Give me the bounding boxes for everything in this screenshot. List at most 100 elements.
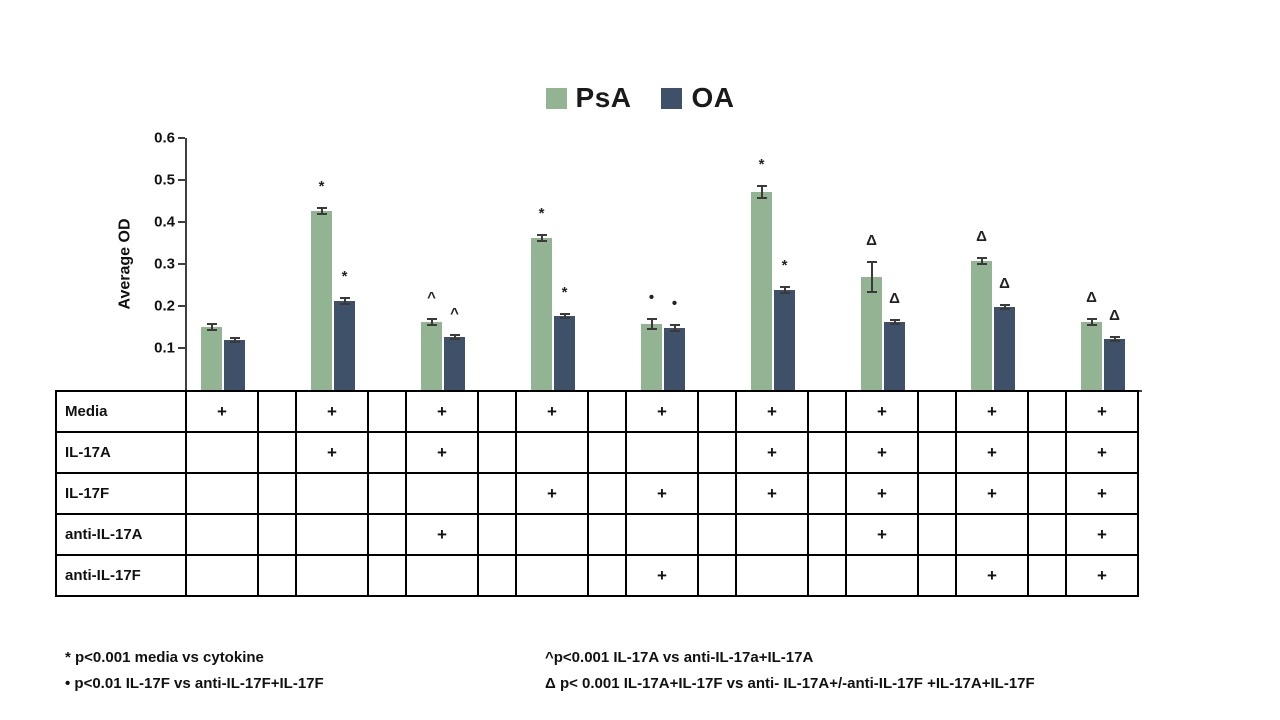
error-bar xyxy=(650,319,653,329)
condition-spacer-cell xyxy=(697,513,737,556)
bar-psa xyxy=(311,211,332,390)
condition-spacer-cell xyxy=(367,554,407,597)
bar-group-1 xyxy=(200,323,246,390)
bar-slot-oa: ^ xyxy=(444,305,465,390)
condition-spacer-cell xyxy=(587,390,627,433)
condition-spacer-cell xyxy=(917,472,957,515)
bar-slot-psa: Δ xyxy=(861,232,882,390)
condition-row-il-17f: IL-17F + + + + + + xyxy=(55,472,1139,515)
bar-oa xyxy=(774,290,795,390)
condition-cell xyxy=(185,554,259,597)
condition-spacer-cell xyxy=(587,554,627,597)
footnote-media-vs-cytokine: * p<0.001 media vs cytokine xyxy=(65,649,264,666)
condition-row-label: Media xyxy=(55,390,187,433)
condition-cell: + xyxy=(955,554,1029,597)
error-bar-cap-bottom xyxy=(449,338,460,340)
bar-oa xyxy=(664,328,685,390)
condition-cell: + xyxy=(1065,554,1139,597)
condition-row-media: Media + + + + + + + + + xyxy=(55,390,1139,433)
condition-spacer-cell xyxy=(1027,472,1067,515)
bar-slot-psa: Δ xyxy=(1081,289,1102,390)
significance-marker: • xyxy=(648,289,655,306)
error-bar-cap-top xyxy=(669,324,680,326)
condition-spacer-cell xyxy=(807,390,847,433)
bar-slot-psa xyxy=(201,323,222,390)
y-axis-title-text: Average OD xyxy=(116,218,133,310)
condition-cell: + xyxy=(405,431,479,474)
condition-cell: + xyxy=(405,513,479,556)
bar-slot-oa: * xyxy=(334,268,355,390)
condition-spacer-cell xyxy=(587,513,627,556)
condition-spacer-cell xyxy=(477,390,517,433)
plot-area: 0.1 0.2 0.3 0.4 0.5 0.6 * * ^ ^ * * • • * * Δ Δ Δ Δ Δ Δ xyxy=(154,130,1142,392)
error-bar-cap-top xyxy=(426,318,437,320)
legend-swatch-oa-icon xyxy=(661,87,683,109)
y-tick-label: 0.5 xyxy=(154,171,175,189)
condition-cell xyxy=(295,554,369,597)
bar-slot-psa: • xyxy=(641,289,662,390)
bar-group-5: • • xyxy=(640,289,686,390)
bar-psa xyxy=(971,261,992,390)
error-bar xyxy=(320,208,323,214)
chart-legend: PsA OA xyxy=(0,82,1280,114)
y-tick-mark xyxy=(178,263,185,265)
footnotes-left: * p<0.001 media vs cytokine • p<0.01 IL-… xyxy=(65,645,324,697)
error-bar-cap-bottom xyxy=(339,303,350,305)
condition-row-label: anti-IL-17F xyxy=(55,554,187,597)
bar-psa xyxy=(531,238,552,390)
significance-marker: ^ xyxy=(450,305,459,322)
condition-cell xyxy=(185,431,259,474)
condition-cell: + xyxy=(1065,390,1139,433)
condition-row-label: IL-17A xyxy=(55,431,187,474)
bar-slot-oa: • xyxy=(664,295,685,390)
condition-cell: + xyxy=(955,472,1029,515)
significance-marker: Δ xyxy=(866,232,877,249)
error-bar-cap-top xyxy=(1086,318,1097,320)
bar-oa xyxy=(994,307,1015,390)
footnote-combo-vs-anti: Δ p< 0.001 IL-17A+IL-17F vs anti- IL-17A… xyxy=(545,675,1035,692)
error-bar-cap-bottom xyxy=(646,328,657,330)
error-bar-cap-bottom xyxy=(1109,340,1120,342)
y-tick-label: 0.4 xyxy=(154,213,175,231)
condition-cell: + xyxy=(845,390,919,433)
error-bar-cap-bottom xyxy=(999,308,1010,310)
footnotes-right: ^p<0.001 IL-17A vs anti-IL-17a+IL-17A Δ … xyxy=(545,645,1035,697)
footnote-il17f-vs-anti: • p<0.01 IL-17F vs anti-IL-17F+IL-17F xyxy=(65,675,324,692)
error-bar xyxy=(453,335,456,339)
condition-spacer-cell xyxy=(697,390,737,433)
error-bar-cap-top xyxy=(536,234,547,236)
error-bar xyxy=(540,235,543,241)
condition-cell xyxy=(625,431,699,474)
legend-item-oa: OA xyxy=(661,82,734,114)
condition-spacer-cell xyxy=(1027,554,1067,597)
condition-spacer-cell xyxy=(477,554,517,597)
condition-cell xyxy=(625,513,699,556)
y-tick-label: 0.6 xyxy=(154,129,175,147)
bar-slot-psa: Δ xyxy=(971,228,992,390)
condition-cell xyxy=(515,554,589,597)
significance-marker: Δ xyxy=(1086,289,1097,306)
error-bar-cap-bottom xyxy=(756,197,767,199)
y-tick-mark xyxy=(178,347,185,349)
condition-cell: + xyxy=(735,431,809,474)
error-bar-cap-bottom xyxy=(426,324,437,326)
condition-cell xyxy=(185,472,259,515)
legend-label-psa: PsA xyxy=(575,82,632,113)
y-tick-mark xyxy=(178,179,185,181)
condition-spacer-cell xyxy=(917,431,957,474)
error-bar-cap-top xyxy=(756,185,767,187)
bar-slot-psa: * xyxy=(531,205,552,390)
condition-cell: + xyxy=(735,472,809,515)
error-bar-cap-bottom xyxy=(536,240,547,242)
condition-cell xyxy=(185,513,259,556)
bar-slot-oa: * xyxy=(774,257,795,390)
error-bar xyxy=(430,319,433,325)
condition-spacer-cell xyxy=(697,472,737,515)
significance-marker: • xyxy=(671,295,678,312)
condition-cell xyxy=(295,513,369,556)
condition-cell: + xyxy=(845,513,919,556)
condition-spacer-cell xyxy=(367,513,407,556)
condition-spacer-cell xyxy=(917,554,957,597)
condition-cell: + xyxy=(845,431,919,474)
